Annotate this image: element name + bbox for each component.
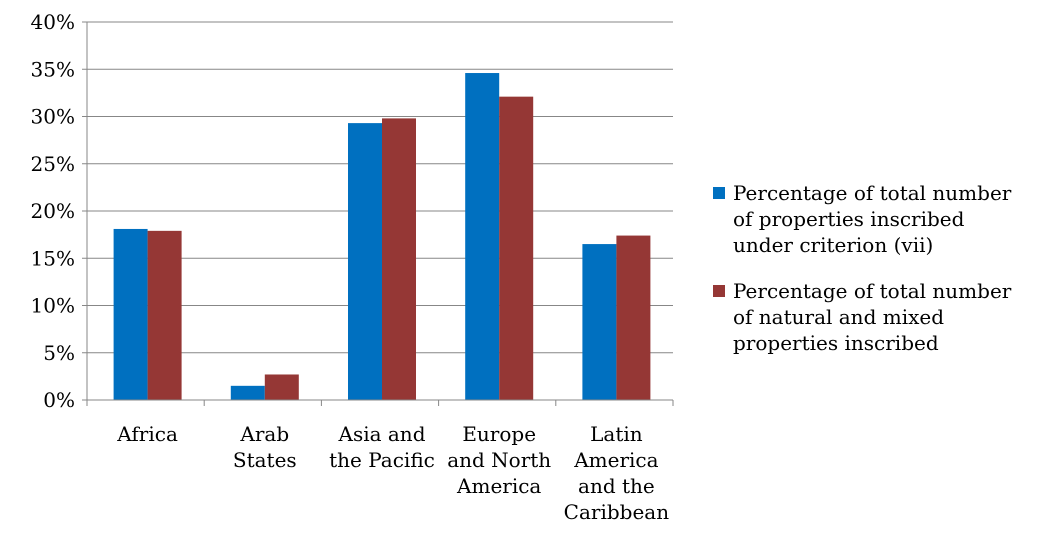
x-category-label: and North	[447, 448, 551, 472]
legend-label: properties inscribed	[733, 331, 939, 355]
y-tick-label: 5%	[43, 341, 75, 365]
bar-series-1	[113, 228, 148, 400]
axes	[82, 21, 674, 406]
bar-series-2	[616, 235, 651, 400]
bar-series-1	[582, 244, 617, 400]
x-category-label: America	[456, 474, 541, 498]
y-tick-label: 30%	[31, 105, 75, 129]
bar-series-2	[147, 230, 182, 400]
x-category-label: Arab	[239, 422, 289, 446]
legend-swatch	[713, 285, 725, 297]
x-category-label: Latin	[590, 422, 643, 446]
y-tick-label: 0%	[43, 388, 75, 412]
x-category-label: Caribbean	[564, 500, 670, 524]
bars	[113, 73, 651, 401]
y-axis-tick-labels: 0% 5% 10% 15% 20% 25% 30% 35% 40%	[31, 10, 75, 412]
legend-label: under criterion (vii)	[733, 233, 933, 257]
bar-series-2	[264, 374, 299, 400]
bar-series-2	[499, 96, 534, 400]
bar-series-1	[230, 385, 265, 400]
legend-label: Percentage of total number	[733, 279, 1012, 303]
legend-label: Percentage of total number	[733, 181, 1012, 205]
y-tick-label: 10%	[31, 294, 75, 318]
x-category-label: Europe	[462, 422, 536, 446]
x-category-label: America	[573, 448, 658, 472]
x-category-label: the Pacific	[329, 448, 435, 472]
x-category-label: Africa	[116, 422, 178, 446]
y-tick-label: 25%	[31, 152, 75, 176]
bar-series-1	[348, 123, 382, 401]
y-tick-label: 15%	[31, 246, 75, 270]
legend-swatch	[713, 187, 725, 199]
y-tick-label: 20%	[31, 199, 75, 223]
y-tick-label: 40%	[31, 10, 75, 34]
bar-series-1	[465, 73, 500, 400]
y-tick-label: 35%	[31, 57, 75, 81]
x-category-label: Asia and	[338, 422, 426, 446]
legend-label: of properties inscribed	[733, 207, 965, 231]
x-category-label: and the	[578, 474, 655, 498]
bar-series-2	[382, 118, 416, 400]
legend-label: of natural and mixed	[733, 305, 944, 329]
x-category-label: States	[233, 448, 297, 472]
